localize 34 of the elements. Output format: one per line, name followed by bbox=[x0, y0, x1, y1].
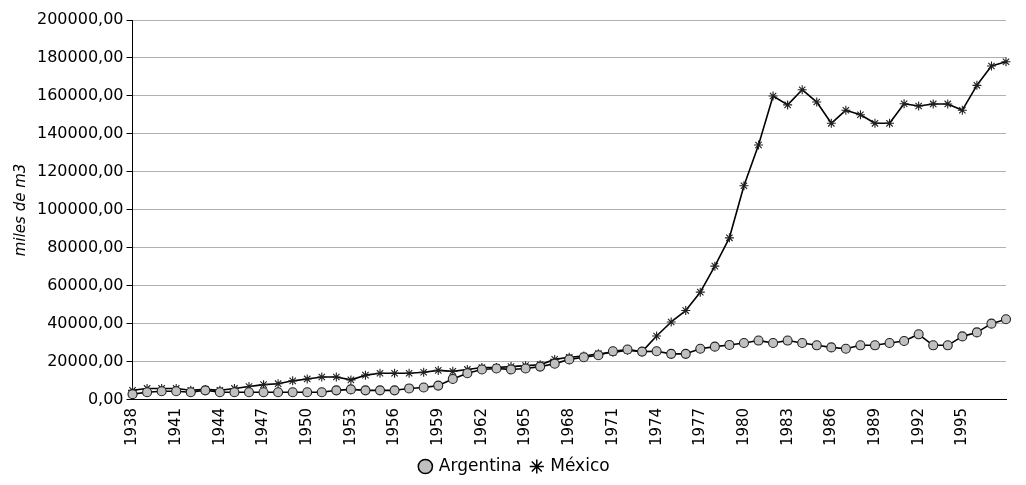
x-tick-label: 1947 bbox=[253, 407, 272, 447]
x-tick-label: 1986 bbox=[821, 407, 840, 447]
y-tick-label: 120000,00 bbox=[36, 161, 124, 181]
x-tick-label: 1962 bbox=[471, 407, 490, 447]
y-tick-label: 80000,00 bbox=[47, 237, 124, 257]
y-tick-label: 180000,00 bbox=[36, 47, 124, 67]
y-tick-label: 20000,00 bbox=[47, 351, 124, 370]
y-tick-label: 100000,00 bbox=[36, 199, 124, 219]
y-tick-label: 40000,00 bbox=[47, 313, 124, 333]
x-tick-label: 1956 bbox=[384, 407, 403, 447]
y-tick-label: 200000,00 bbox=[36, 9, 124, 29]
y-tick-label: 140000,00 bbox=[36, 123, 124, 143]
x-tick-label: 1950 bbox=[297, 407, 316, 447]
x-tick-label: 1989 bbox=[864, 407, 883, 447]
x-tick-label: 1971 bbox=[602, 407, 621, 447]
x-tick-label: 1944 bbox=[209, 407, 228, 447]
x-tick-label: 1992 bbox=[908, 407, 927, 447]
x-tick-label: 1995 bbox=[952, 407, 971, 447]
x-tick-label: 1977 bbox=[690, 407, 709, 447]
y-axis-title: miles de m3 bbox=[10, 163, 29, 257]
x-tick-label: 1980 bbox=[733, 407, 752, 447]
y-tick-label: 60000,00 bbox=[47, 275, 124, 295]
x-tick-label: 1965 bbox=[515, 407, 534, 447]
x-tick-label: 1959 bbox=[428, 407, 447, 447]
x-tick-label: 1941 bbox=[166, 407, 185, 447]
y-tick-label: 160000,00 bbox=[36, 85, 124, 105]
legend-label: México bbox=[550, 454, 610, 475]
x-tick-label: 1974 bbox=[646, 407, 665, 447]
x-tick-label: 1953 bbox=[340, 407, 359, 447]
y-tick-label: 0,00 bbox=[87, 388, 124, 408]
x-tick-label: 1938 bbox=[122, 407, 141, 447]
legend-label: Argentina bbox=[438, 454, 522, 475]
x-tick-label: 1968 bbox=[559, 407, 578, 447]
x-tick-label: 1983 bbox=[777, 407, 796, 447]
